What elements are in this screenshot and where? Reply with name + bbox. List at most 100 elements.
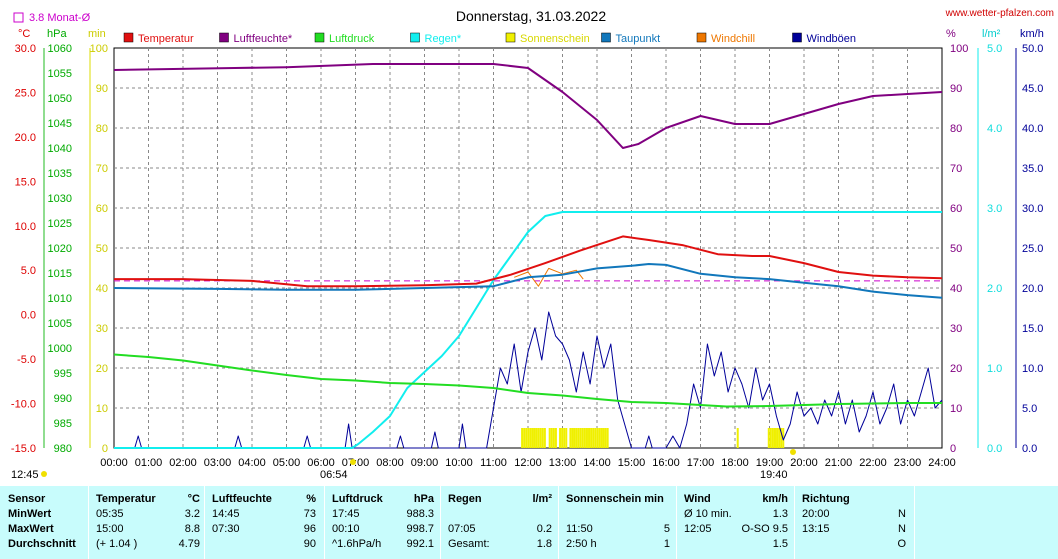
summary-cell: 17:45 <box>332 508 360 520</box>
summary-header: Sensor <box>8 493 46 505</box>
unit-humidity: % <box>946 28 956 40</box>
sunshine-bar <box>541 428 544 448</box>
time-tick-label: 23:00 <box>894 457 922 469</box>
unit-wind: km/h <box>1020 28 1044 40</box>
summary-column <box>558 486 677 559</box>
rain-tick-label: 1.0 <box>987 363 1002 375</box>
sunshine-bar <box>782 428 785 448</box>
time-tick-label: 13:00 <box>549 457 577 469</box>
time-tick-label: 06:00 <box>307 457 335 469</box>
sun-tick-label: 50 <box>96 243 108 255</box>
humidity-tick-label: 50 <box>950 243 962 255</box>
pressure-tick-label: 1035 <box>48 168 72 180</box>
sunshine-bar <box>531 428 534 448</box>
sunshine-bar <box>535 428 538 448</box>
rain-tick-label: 3.0 <box>987 203 1002 215</box>
sun-tick-label: 70 <box>96 163 108 175</box>
summary-column <box>324 486 441 559</box>
sunshine-bar <box>600 428 603 448</box>
summary-cell: 00:10 <box>332 523 360 535</box>
legend-swatch <box>792 32 802 43</box>
series-temperatur <box>114 235 943 288</box>
summary-cell: 1 <box>663 538 670 550</box>
temp-tick-label: -5.0 <box>17 354 36 366</box>
humidity-tick-label: 40 <box>950 283 962 295</box>
pressure-tick-label: 1020 <box>48 243 72 255</box>
time-tick-label: 15:00 <box>618 457 646 469</box>
summary-cell: 15:00 <box>96 523 124 535</box>
sunshine-bar <box>736 428 739 448</box>
sun-tick-label: 60 <box>96 203 108 215</box>
pressure-tick-label: 1000 <box>48 343 72 355</box>
humidity-tick-label: 90 <box>950 83 962 95</box>
summary-cell: 96 <box>303 523 316 535</box>
monthly-avg-label: 3.8 Monat-Ø <box>29 12 91 24</box>
sun-tick-label: 100 <box>90 43 108 55</box>
sun-tick-label: 80 <box>96 123 108 135</box>
sun-tick-label: 0 <box>102 443 108 455</box>
summary-cell: N <box>898 508 906 520</box>
pressure-tick-label: 1045 <box>48 118 72 130</box>
time-tick-label: 17:00 <box>687 457 715 469</box>
legend-label: Taupunkt <box>616 33 661 45</box>
monthly-avg-icon <box>13 12 24 23</box>
summary-cell: 2:50 h <box>566 538 597 550</box>
site-link[interactable]: www.wetter-pfalzen.com <box>945 8 1054 19</box>
sunshine-bar <box>563 428 566 448</box>
summary-header: Luftdruck <box>332 493 383 505</box>
summary-column <box>676 486 795 559</box>
time-tick-label: 03:00 <box>204 457 232 469</box>
wind-tick-label: 5.0 <box>1022 403 1037 415</box>
summary-cell: 4.79 <box>178 538 200 550</box>
series-luftdruck <box>113 353 942 408</box>
temp-tick-label: -10.0 <box>11 399 36 411</box>
sunshine-bar <box>561 428 564 448</box>
sunshine-bar <box>550 428 553 448</box>
sunrise-marker-left: 12:45 <box>11 469 39 481</box>
chart-grid <box>43 47 1017 449</box>
sunshine-bar <box>771 428 774 448</box>
summary-cell: (+ 1.04 ) <box>96 538 138 550</box>
legend-label: Windböen <box>807 33 857 45</box>
time-tick-label: 09:00 <box>411 457 439 469</box>
sunshine-bar <box>596 428 599 448</box>
series-regen <box>114 211 942 449</box>
summary-header: Luftfeuchte <box>212 493 272 505</box>
time-tick-label: 20:00 <box>790 457 818 469</box>
summary-cell: 12:05 <box>684 523 712 535</box>
summary-cell: 20:00 <box>802 508 830 520</box>
summary-cell: O <box>897 538 906 550</box>
time-tick-label: 04:00 <box>238 457 266 469</box>
summary-cell: 5 <box>663 523 670 535</box>
wind-tick-label: 25.0 <box>1022 243 1043 255</box>
summary-cell: 1.3 <box>772 508 788 520</box>
summary-header: MaxWert <box>8 523 54 535</box>
time-tick-label: 10:00 <box>445 457 473 469</box>
time-tick-label: 16:00 <box>652 457 680 469</box>
summary-cell: 3.2 <box>184 508 200 520</box>
wind-tick-label: 30.0 <box>1022 203 1043 215</box>
sunshine-bar <box>533 428 536 448</box>
time-tick-label: 00:00 <box>100 457 128 469</box>
summary-cell: 0.2 <box>536 523 552 535</box>
temp-tick-label: 30.0 <box>15 43 36 55</box>
sun-tick-label: 20 <box>96 363 108 375</box>
series-layer <box>113 63 943 449</box>
summary-header: km/h <box>762 493 788 505</box>
legend-label: Sonnenschein <box>520 33 590 45</box>
humidity-tick-label: 20 <box>950 363 962 375</box>
summary-header: hPa <box>413 493 434 505</box>
sunshine-bar <box>575 428 578 448</box>
sun-icon-sunrise <box>350 459 356 465</box>
sunshine-bar <box>767 428 770 448</box>
sunshine-bar <box>559 428 562 448</box>
sunshine-bar <box>523 428 526 448</box>
pressure-tick-label: 1055 <box>48 68 72 80</box>
humidity-tick-label: 100 <box>950 43 968 55</box>
pressure-tick-label: 1040 <box>48 143 72 155</box>
sunshine-bar <box>606 428 609 448</box>
sun-tick-label: 10 <box>96 403 108 415</box>
summary-table: Sensor MinWert MaxWert Durchschnitt Temperat… <box>0 486 1058 559</box>
chart-title: Donnerstag, 31.03.2022 <box>456 8 606 24</box>
rain-tick-label: 4.0 <box>987 123 1002 135</box>
